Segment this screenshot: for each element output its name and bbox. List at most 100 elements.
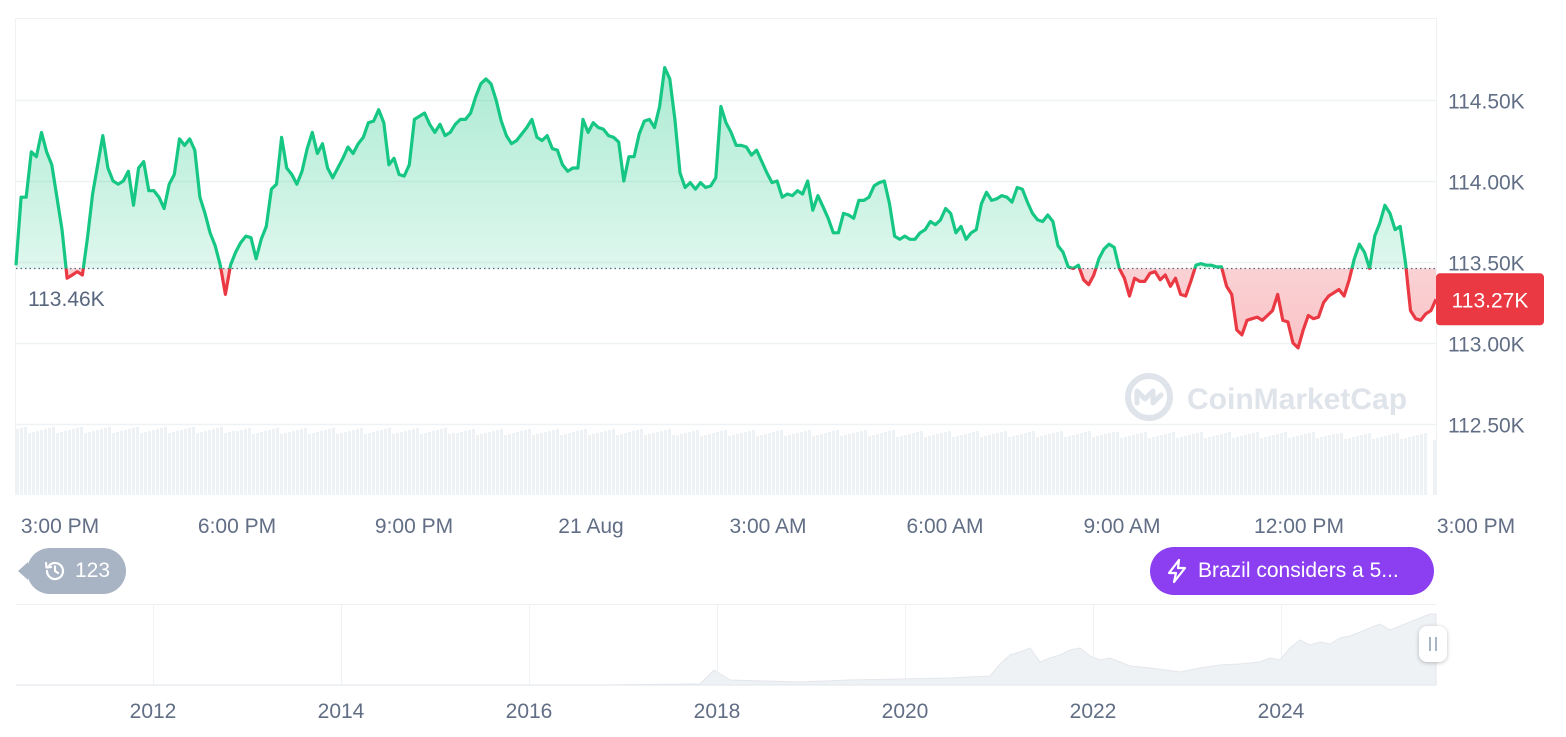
volume-bar <box>412 429 415 495</box>
volume-bar <box>908 434 911 495</box>
volume-bar <box>1140 433 1143 495</box>
volume-bar <box>708 434 711 495</box>
volume-bar <box>156 429 159 495</box>
current-price-tag: 113.27K <box>1436 273 1544 326</box>
volume-bar <box>1380 437 1383 495</box>
volume-bar <box>112 433 115 495</box>
volume-bar <box>1048 434 1051 495</box>
volume-bar <box>1396 433 1399 495</box>
volume-bar <box>152 430 155 495</box>
volume-bar <box>788 435 791 495</box>
volume-bar <box>744 432 747 495</box>
volume-bar <box>904 435 907 495</box>
volume-bar <box>380 430 383 495</box>
volume-bar <box>1068 436 1071 495</box>
volume-bar <box>548 431 551 495</box>
volume-bar <box>348 431 351 495</box>
volume-bar <box>1420 434 1423 495</box>
volume-bar <box>1008 437 1011 495</box>
volume-bar <box>832 431 835 495</box>
volume-bar <box>1412 436 1415 495</box>
volume-bar <box>224 433 227 495</box>
volume-bar <box>1056 432 1059 495</box>
volume-bar <box>1116 432 1119 495</box>
volume-bar <box>208 430 211 495</box>
volume-bar <box>972 432 975 495</box>
volume-bar <box>752 430 755 495</box>
volume-bar <box>896 437 899 495</box>
volume-bar <box>928 436 931 495</box>
volume-bar <box>520 431 523 495</box>
volume-bar <box>720 431 723 495</box>
volume-bar <box>40 430 43 495</box>
news-pill[interactable]: Brazil considers a 5... <box>1150 547 1434 595</box>
volume-bar <box>1304 434 1307 495</box>
volume-bar <box>1104 434 1107 495</box>
volume-bar <box>492 431 495 495</box>
overview-area <box>16 613 1437 686</box>
volume-bar <box>1124 437 1127 495</box>
volume-bar <box>1052 433 1055 495</box>
volume-bar <box>1404 438 1407 495</box>
volume-bar <box>1364 434 1367 495</box>
volume-bar <box>1164 434 1167 495</box>
volume-bar <box>544 432 547 495</box>
volume-bar <box>1280 433 1283 495</box>
volume-bar <box>1004 431 1007 495</box>
overview-tick-label: 2016 <box>506 700 553 723</box>
volume-bar <box>860 431 863 495</box>
volume-bar <box>1224 433 1227 495</box>
volume-bar <box>568 433 571 495</box>
volume-bar <box>760 435 763 495</box>
volume-bar <box>164 427 167 495</box>
volume-bar <box>1232 438 1235 495</box>
volume-bar <box>460 432 463 495</box>
price-line-up <box>14 66 1408 269</box>
volume-bar <box>148 431 151 495</box>
volume-bar <box>44 429 47 495</box>
history-badge[interactable]: 123 <box>18 547 127 595</box>
volume-bar <box>1268 436 1271 495</box>
volume-bar <box>580 430 583 495</box>
volume-bar <box>104 428 107 495</box>
volume-bar <box>184 429 187 495</box>
volume-bar <box>248 428 251 495</box>
x-tick-label: 12:00 PM <box>1254 515 1344 538</box>
volume-bar <box>1184 436 1187 495</box>
volume-bar <box>1356 436 1359 495</box>
x-tick-label: 9:00 AM <box>1083 515 1160 538</box>
overview-tick-label: 2018 <box>694 700 741 723</box>
volume-bar <box>216 428 219 495</box>
volume-bar <box>1276 434 1279 495</box>
volume-bar <box>16 429 19 495</box>
volume-bar <box>356 429 359 495</box>
volume-bar <box>912 433 915 495</box>
volume-bar <box>1108 433 1111 495</box>
volume-bar <box>656 432 659 495</box>
volume-bar <box>1200 432 1203 495</box>
overview-drag-handle[interactable] <box>1419 626 1447 662</box>
volume-bar <box>836 430 839 495</box>
volume-bar <box>628 432 631 495</box>
volume-bar <box>244 429 247 495</box>
volume-bar <box>1216 435 1219 495</box>
volume-bar <box>1348 438 1351 495</box>
volume-bar <box>712 433 715 495</box>
volume-bar <box>540 433 543 495</box>
volume-bar <box>1040 436 1043 495</box>
volume-bar <box>1000 432 1003 495</box>
volume-bar <box>1328 435 1331 495</box>
volume-bar <box>1188 435 1191 495</box>
volume-bar <box>1368 433 1371 495</box>
y-tick-label: 114.00K <box>1448 172 1525 195</box>
volume-bar <box>1172 432 1175 495</box>
volume-bar <box>200 432 203 495</box>
volume-bar <box>732 435 735 495</box>
y-tick-label: 112.50K <box>1448 415 1525 438</box>
volume-bar <box>1156 436 1159 495</box>
volume-bar <box>176 431 179 495</box>
volume-bar <box>332 428 335 495</box>
volume-bar <box>560 435 563 495</box>
volume-bar <box>1180 437 1183 495</box>
